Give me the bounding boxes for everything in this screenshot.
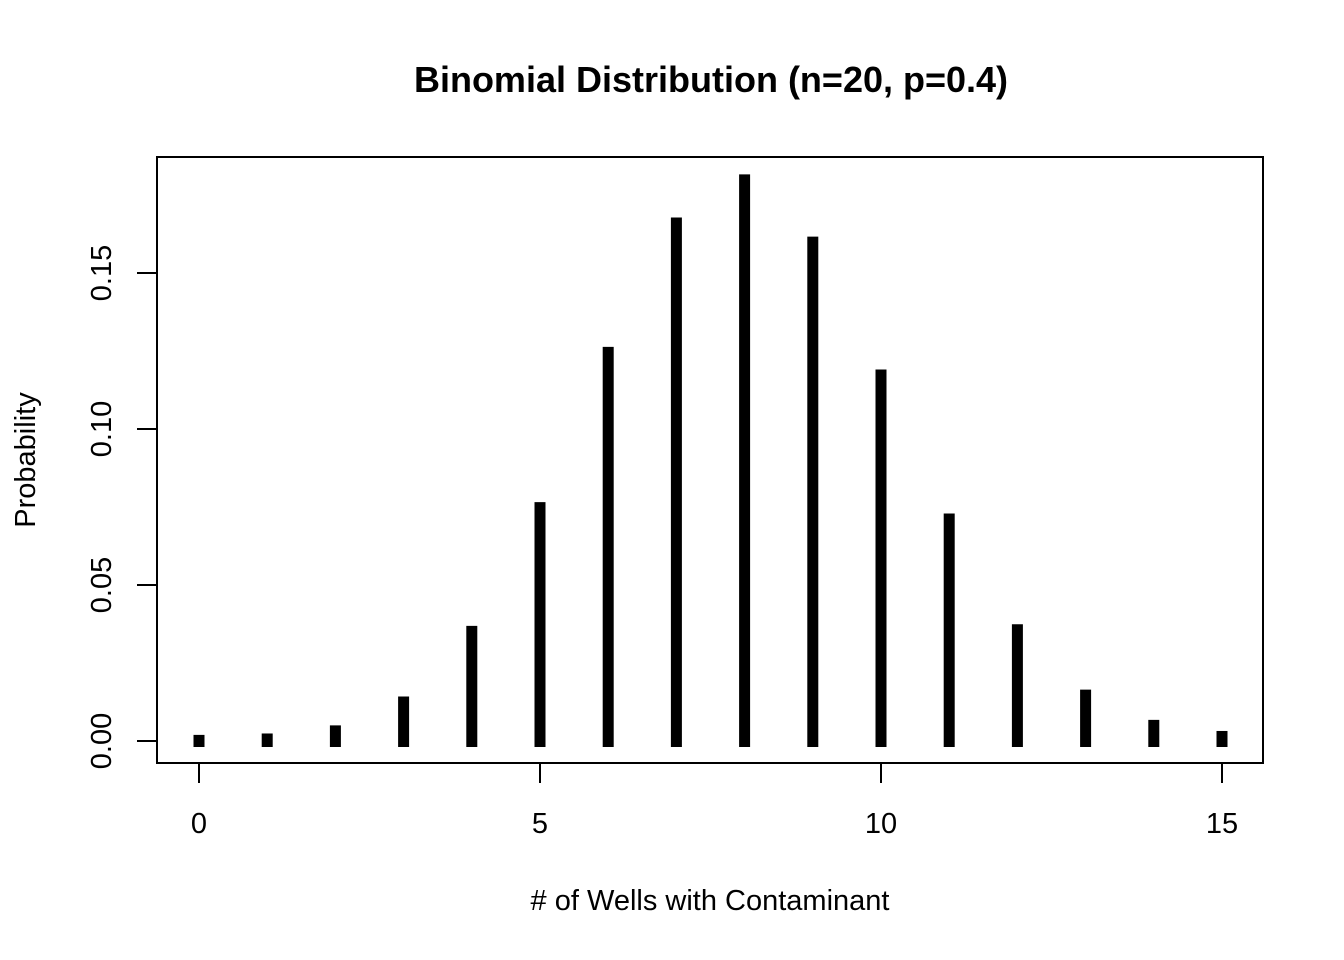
y-tick-label: 0.00 (86, 713, 118, 769)
x-tick-label: 0 (191, 808, 207, 840)
y-axis-label: Probability (10, 392, 42, 528)
y-tick-label: 0.05 (86, 557, 118, 613)
plot-frame (156, 156, 1264, 764)
x-tick-label: 15 (1206, 808, 1238, 840)
y-tick-label: 0.10 (86, 401, 118, 457)
y-tick-label: 0.15 (86, 245, 118, 301)
x-tick-label: 5 (532, 808, 548, 840)
x-tick-label: 10 (865, 808, 897, 840)
chart-title: Binomial Distribution (n=20, p=0.4) (414, 59, 1008, 100)
x-axis-label: # of Wells with Contaminant (531, 885, 890, 917)
